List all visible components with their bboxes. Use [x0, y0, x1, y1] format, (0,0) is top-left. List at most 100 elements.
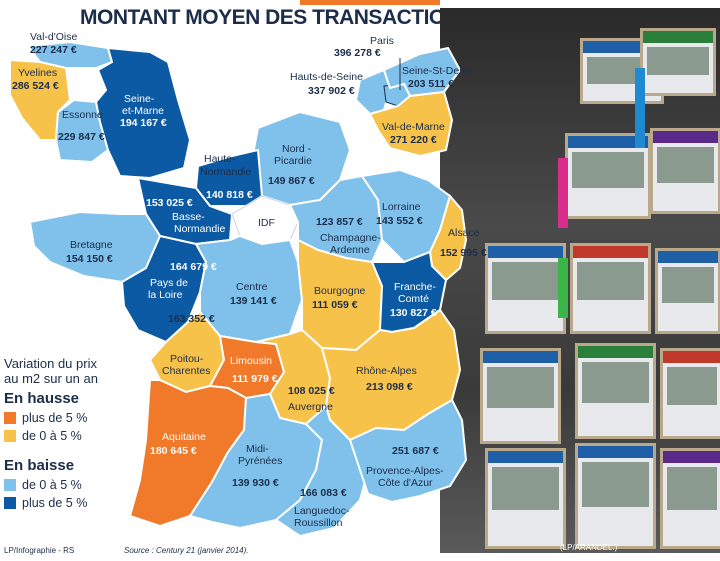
- label-val-oise-value: 227 247 €: [30, 44, 77, 56]
- legend-label: de 0 à 5 %: [22, 478, 82, 492]
- label-alsace-name: Alsace: [448, 227, 480, 239]
- agency-window-photo: [440, 8, 720, 553]
- label-alsace-value: 152 995 €: [440, 247, 487, 259]
- label-haute-normandie-value: 140 818 €: [206, 189, 253, 201]
- legend-baisse-title: En baisse: [4, 457, 75, 474]
- label-franche-comte-name2: Comté: [398, 293, 429, 305]
- legend-label: plus de 5 %: [22, 411, 88, 425]
- photo-credit: (LP/ARANDEL.): [560, 543, 618, 552]
- listing-card: [640, 28, 716, 96]
- label-auvergne-value: 108 025 €: [288, 385, 335, 397]
- region-centre: [194, 234, 304, 344]
- label-aquitaine-value: 180 645 €: [150, 445, 197, 457]
- infographic-credit: LP/Infographie - RS: [4, 546, 75, 555]
- listing-card: [485, 243, 566, 334]
- label-nord-value: 149 867 €: [268, 175, 315, 187]
- label-languedoc-name2: Roussillon: [294, 517, 343, 529]
- france-regions: [28, 110, 468, 538]
- title-bar: MONTANT MOYEN DES TRANSACTIONS EN 2013: [0, 0, 720, 36]
- listing-card: [485, 448, 566, 549]
- label-champagne-value: 123 857 €: [316, 216, 363, 228]
- legend-item: de 0 à 5 %: [4, 478, 114, 492]
- label-rhone-alpes-value: 213 098 €: [366, 381, 413, 393]
- listing-card: [650, 128, 720, 214]
- label-basse-normandie-value: 153 025 €: [146, 197, 193, 209]
- label-franche-comte-name1: Franche-: [394, 281, 437, 293]
- label-lorraine-value: 143 552 €: [376, 215, 423, 227]
- label-nord-name1: Nord -: [282, 143, 312, 155]
- region-paca: [348, 398, 468, 504]
- label-bourgogne-name: Bourgogne: [314, 285, 366, 297]
- legend-swatch-baisse-0-5: [4, 479, 16, 491]
- label-poitou-name1: Poitou-: [170, 353, 204, 365]
- label-languedoc-name1: Languedoc-: [294, 505, 350, 517]
- label-bretagne-value: 154 150 €: [66, 253, 113, 265]
- region-languedoc: [274, 404, 370, 538]
- label-poitou-name2: Charentes: [162, 365, 210, 377]
- legend-label: de 0 à 5 %: [22, 429, 82, 443]
- label-seine-marne-value: 194 167 €: [120, 117, 167, 129]
- label-bourgogne-value: 111 059 €: [312, 299, 358, 311]
- region-seine-et-marne: [94, 46, 192, 180]
- label-seine-st-denis-value: 203 511 €: [408, 78, 454, 90]
- label-val-oise-name: Val-d'Oise: [30, 31, 77, 43]
- label-auvergne-name: Auvergne: [288, 401, 333, 413]
- legend-item: de 0 à 5 %: [4, 429, 114, 443]
- label-yvelines-value: 286 524 €: [12, 80, 59, 92]
- source-note: Source : Century 21 (janvier 2014).: [124, 546, 249, 555]
- listing-card: [575, 343, 656, 439]
- legend-item: plus de 5 %: [4, 496, 114, 510]
- label-champagne-name1: Champagne-: [320, 232, 381, 244]
- label-paris-name: Paris: [370, 35, 394, 47]
- label-haute-normandie-name1: Haute-: [204, 153, 236, 165]
- label-lorraine-name: Lorraine: [382, 201, 421, 213]
- label-val-marne-name: Val-de-Marne: [382, 121, 445, 133]
- label-nord-name2: Picardie: [274, 155, 312, 167]
- listing-card: [570, 243, 651, 334]
- label-midi-value: 139 930 €: [232, 477, 279, 489]
- listing-card: [480, 348, 561, 444]
- label-centre-name: Centre: [236, 281, 268, 293]
- legend-hausse-title: En hausse: [4, 390, 80, 407]
- region-paris-area-hole: [70, 70, 106, 102]
- title-accent: [300, 0, 440, 5]
- label-seine-marne-name1: Seine-: [124, 93, 155, 105]
- label-champagne-name2: Ardenne: [330, 244, 370, 256]
- label-paca-value: 251 687 €: [392, 445, 439, 457]
- listing-card: [575, 443, 656, 549]
- paris-inset: [354, 46, 462, 158]
- label-centre-value: 139 141 €: [230, 295, 277, 307]
- label-paca-name1: Provence-Alpes-: [366, 465, 444, 477]
- label-limousin-value: 111 979 €: [232, 373, 278, 385]
- legend-swatch-hausse-0-5: [4, 430, 16, 442]
- label-midi-name1: Midi-: [246, 443, 269, 455]
- label-essonne-name: Essonne: [62, 109, 103, 121]
- page-title: MONTANT MOYEN DES TRANSACTIONS EN 2013: [80, 6, 557, 29]
- region-labels: Nord - Picardie 149 867 € Haute- Normand…: [66, 143, 487, 529]
- label-pays-loire-name1: Pays de: [150, 277, 188, 289]
- label-basse-normandie-name1: Basse-: [172, 211, 205, 223]
- label-yvelines-name: Yvelines: [18, 67, 57, 79]
- label-limousin-name: Limousin: [230, 355, 272, 367]
- legend-swatch-baisse-plus5: [4, 497, 16, 509]
- idf-inset: [9, 40, 192, 180]
- legend-lead: Variation du prix au m2 sur un an: [4, 356, 98, 386]
- label-bretagne-name: Bretagne: [70, 239, 113, 251]
- label-pays-loire-name2: la Loire: [148, 289, 183, 301]
- label-hauts-seine-name: Hauts-de-Seine: [290, 71, 363, 83]
- label-franche-comte-value: 130 827 €: [390, 307, 437, 319]
- label-pays-loire-value: 164 679 €: [170, 261, 217, 273]
- label-poitou-value: 163 352 €: [168, 313, 215, 325]
- label-idf: IDF: [258, 217, 275, 229]
- map-legend: Variation du prix au m2 sur un an En hau…: [4, 356, 114, 510]
- label-midi-name2: Pyrénées: [238, 455, 282, 467]
- listing-card: [655, 248, 720, 334]
- label-val-marne-value: 271 220 €: [390, 134, 437, 146]
- label-hauts-seine-value: 337 902 €: [308, 85, 355, 97]
- label-essonne-value: 229 847 €: [58, 131, 105, 143]
- label-languedoc-value: 166 083 €: [300, 487, 347, 499]
- label-paris-value: 396 278 €: [334, 47, 381, 59]
- legend-label: plus de 5 %: [22, 496, 88, 510]
- listing-card: [660, 448, 720, 549]
